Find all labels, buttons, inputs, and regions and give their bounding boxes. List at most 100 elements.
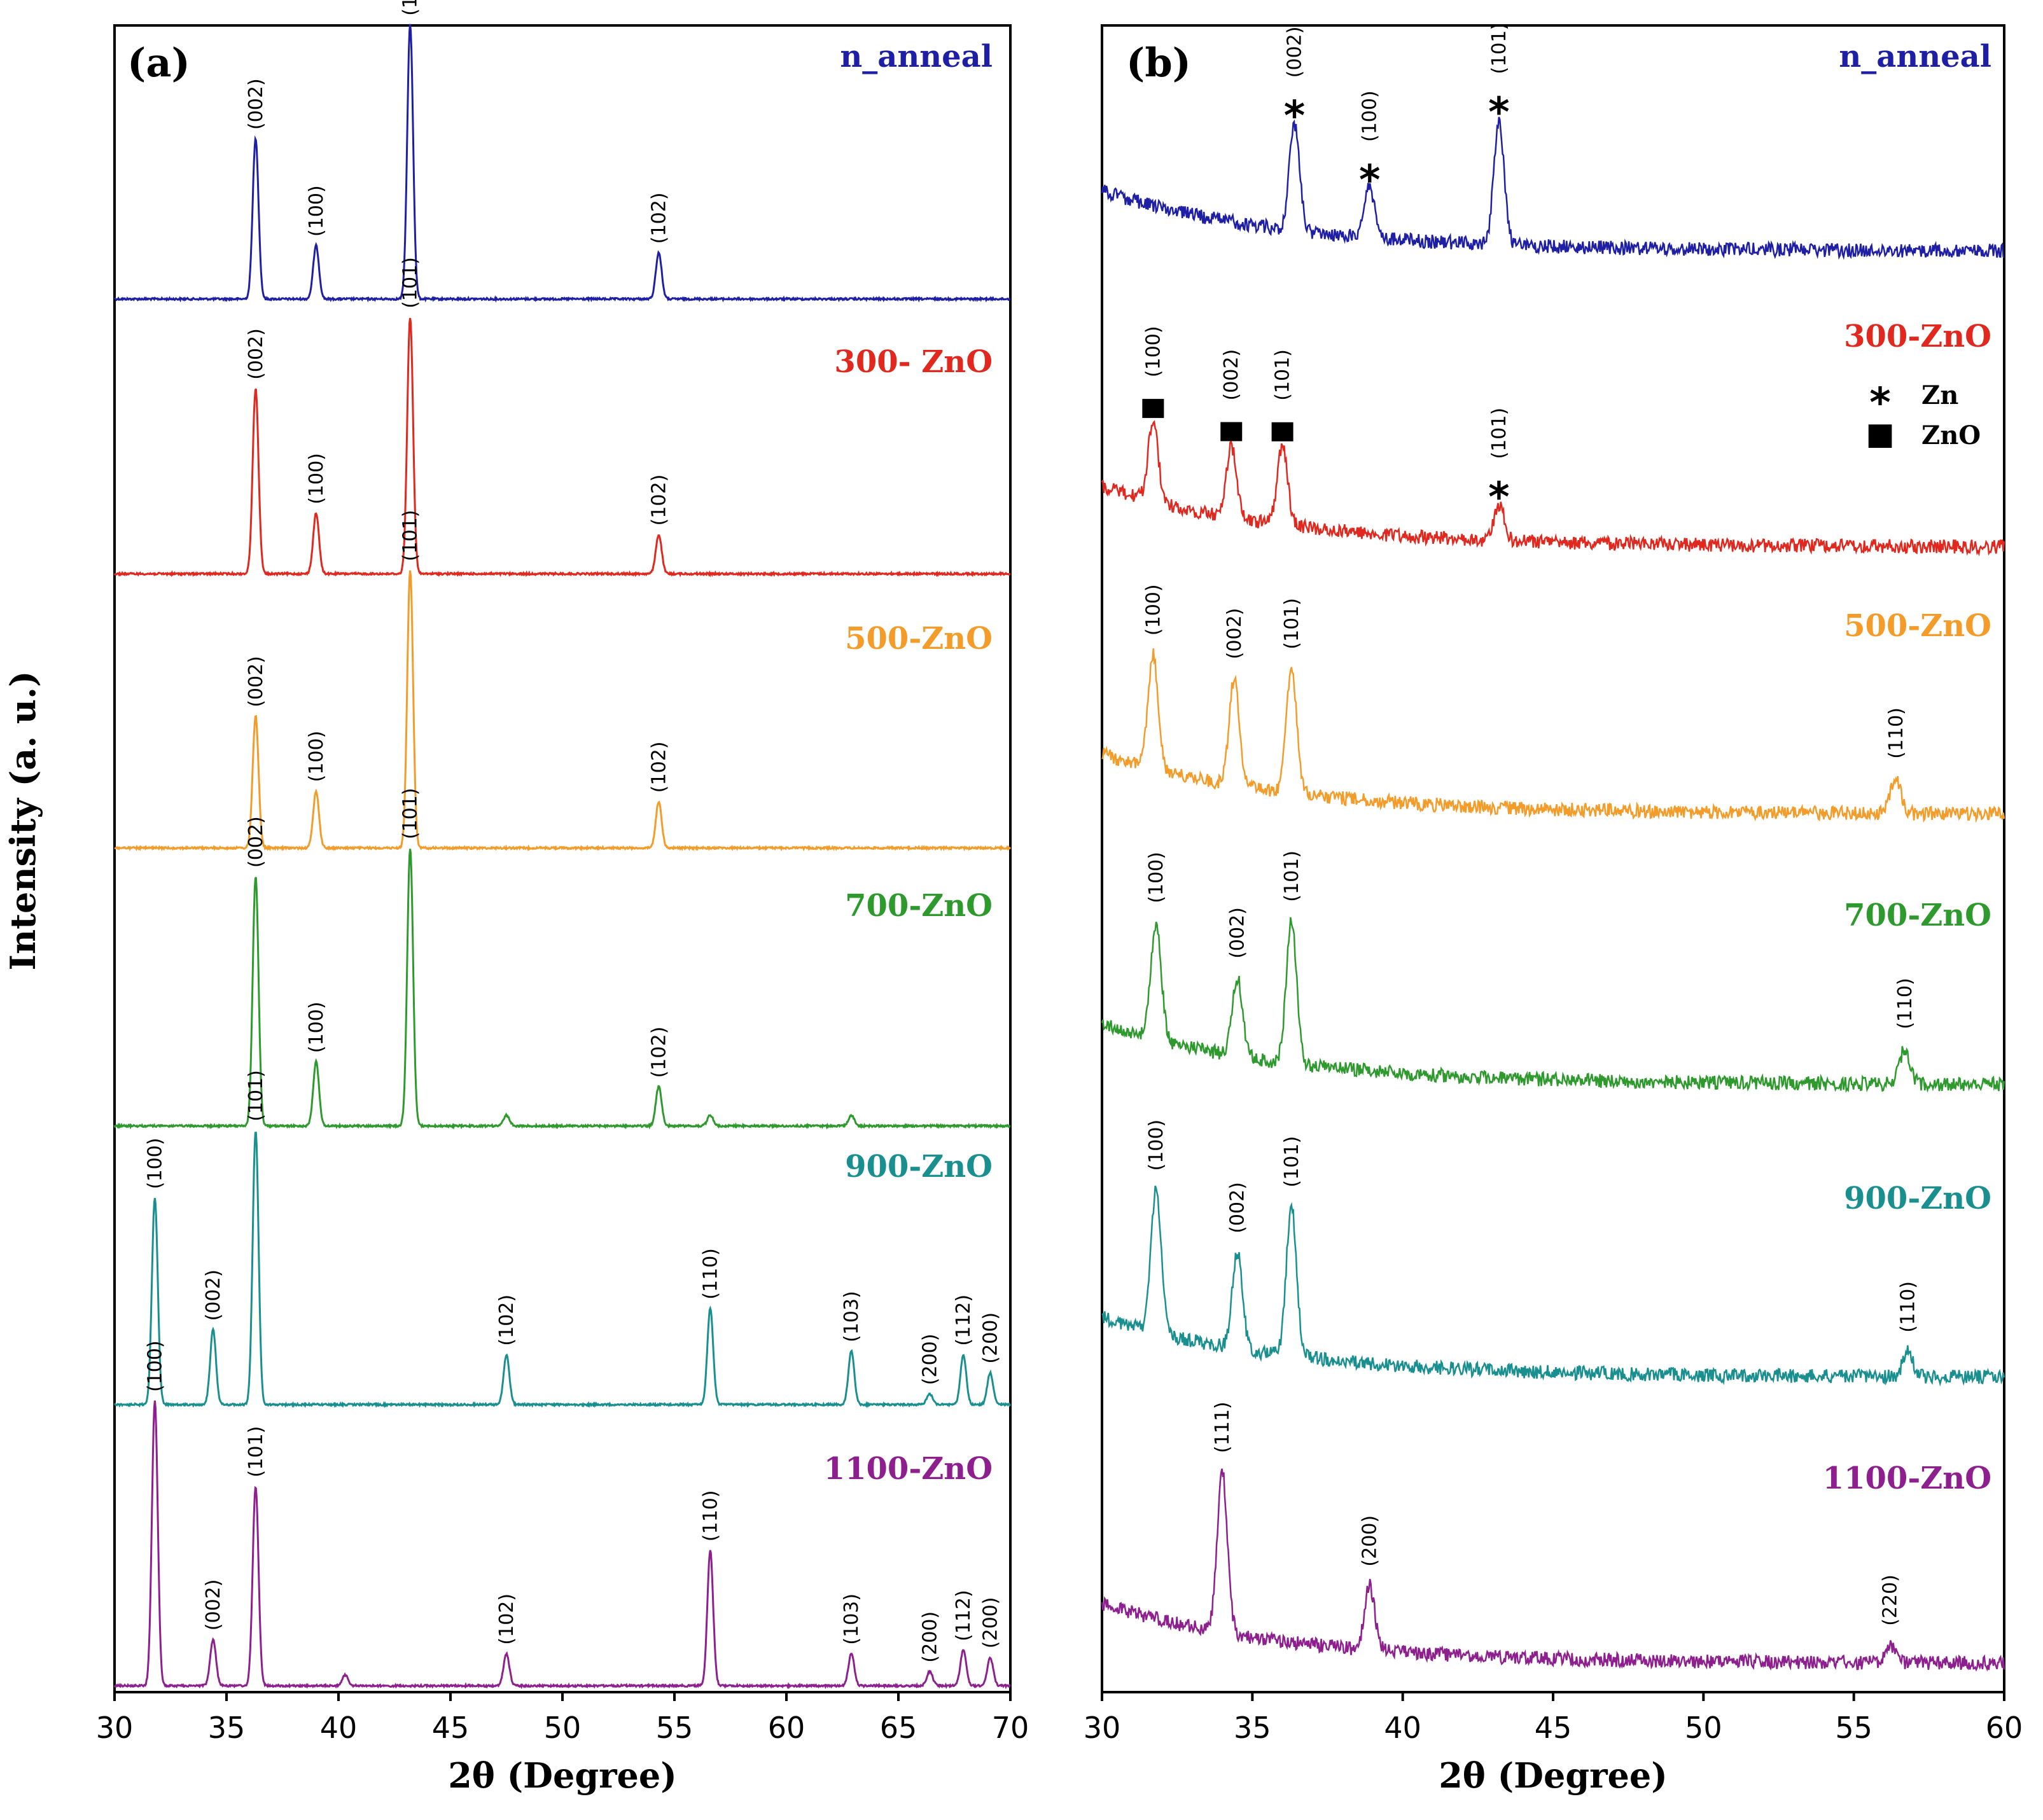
series-700-zno: 700-ZnO (002) (100) (101) (102): [113, 788, 1011, 1130]
legend-star-icon: *: [1869, 380, 1890, 427]
panel-a-x-ticks: 30 35 40 45 50 55 60 65 70: [96, 1692, 1029, 1745]
series-line: [1101, 1468, 2005, 1672]
series-line: [113, 317, 1011, 578]
peak-label: (100): [144, 1138, 166, 1190]
peak-label: (103): [840, 1594, 863, 1645]
zno-marker-icon: [1271, 422, 1293, 441]
x-tick-label: 35: [208, 1711, 246, 1745]
peak-label: (101): [1281, 851, 1303, 902]
series-label: 500-ZnO: [1844, 608, 1991, 644]
peak-label: (101): [245, 1070, 267, 1122]
peak-label: (100): [305, 731, 328, 782]
panel-a: (a) 30 35 40 45 50 55 60 65 70 n_anneal (002) (100…: [96, 0, 1029, 1796]
series-line: [1101, 917, 2005, 1094]
series-n_anneal: n_anneal (002) (100) (101) (102): [113, 0, 1010, 303]
series-line: [114, 570, 1012, 852]
x-tick-label: 45: [432, 1711, 470, 1745]
peak-label: (110): [699, 1490, 722, 1542]
peak-label: (111): [1211, 1401, 1234, 1453]
peak-label: (110): [1885, 707, 1907, 759]
panel-b: (b) 30 35 40 45 50 55 60 n_anneal * (002) * (100) *…: [1084, 23, 2023, 1796]
peak-label: (002): [245, 816, 267, 868]
peak-label: (002): [1224, 608, 1246, 660]
panel-b-label: (b): [1126, 39, 1191, 86]
zn-marker-icon: *: [1488, 89, 1509, 136]
series-n_anneal: n_anneal * (002) * (100) * (101): [1101, 23, 2005, 260]
series-line: [113, 1131, 1012, 1408]
series-label: n_anneal: [1839, 39, 1991, 74]
series-label: 300-ZnO: [1844, 319, 1991, 354]
peak-label: (002): [1220, 349, 1243, 401]
peak-label: (110): [1897, 1281, 1920, 1333]
x-tick-label: 70: [992, 1711, 1029, 1745]
peak-label: (112): [952, 1295, 975, 1346]
peak-label: (101): [400, 0, 422, 16]
peak-label: (100): [305, 1002, 328, 1053]
series-label: 900-ZnO: [845, 1149, 993, 1184]
x-tick-label: 50: [1685, 1711, 1722, 1745]
series-300-zno: 300- ZnO (002) (100) (101) (102): [113, 257, 1011, 578]
x-tick-label: 60: [1986, 1711, 2023, 1745]
series-label: 700-ZnO: [1844, 898, 1991, 933]
x-tick-label: 45: [1535, 1711, 1572, 1745]
peak-label: (100): [144, 1340, 166, 1392]
peak-label: (200): [979, 1597, 1001, 1649]
peak-label: (101): [1488, 408, 1510, 459]
zno-marker-icon: [1142, 399, 1164, 419]
series-label: 900-ZnO: [1844, 1181, 1991, 1216]
peak-label: (002): [1284, 27, 1306, 78]
series-300-zno: 300-ZnO (100) (002) (101) * (101): [1101, 319, 2005, 557]
panel-a-label: (a): [127, 39, 190, 86]
peak-label: (100): [1359, 90, 1381, 142]
series-900-zno: 900-ZnO (100) (002) (101) (110): [1101, 1120, 2005, 1387]
peak-label: (002): [245, 78, 267, 130]
peak-label: (100): [1142, 326, 1164, 377]
x-tick-label: 60: [768, 1711, 805, 1745]
series-900-zno: 900-ZnO (100) (002) (101) (102) (110) (103) (20…: [113, 1070, 1012, 1408]
panel-b-frame: [1101, 24, 2005, 1693]
peak-label: (002): [202, 1580, 225, 1631]
peak-label: (110): [699, 1248, 722, 1300]
series-500-zno: 500-ZnO (002) (100) (101) (102): [114, 510, 1012, 852]
peak-label: (112): [952, 1590, 975, 1641]
series-line: [1101, 648, 2005, 823]
peak-label: (102): [496, 1295, 518, 1346]
peak-label: (100): [1142, 584, 1164, 636]
peak-label: (002): [245, 656, 267, 707]
panel-b-x-ticks: 30 35 40 45 50 55 60: [1084, 1692, 2023, 1745]
series-1100-zno: 1100-ZnO (100) (002) (101) (102) (110) (103) (2…: [113, 1340, 1011, 1690]
peak-label: (002): [1227, 1182, 1249, 1233]
series-line: [1101, 1185, 2005, 1387]
peak-label: (100): [1145, 852, 1168, 903]
series-line: [1101, 420, 2005, 557]
peak-label: (200): [919, 1334, 941, 1386]
peak-label: (102): [648, 193, 670, 244]
x-tick-label: 55: [656, 1711, 694, 1745]
x-tick-label: 40: [320, 1711, 358, 1745]
series-700-zno: 700-ZnO (100) (002) (101) (110): [1101, 851, 2005, 1094]
peak-label: (100): [305, 453, 328, 504]
legend-zno-label: ZnO: [1921, 420, 1981, 450]
series-500-zno: 500-ZnO (100) (002) (101) (110): [1101, 584, 2005, 823]
x-tick-label: 50: [544, 1711, 582, 1745]
peak-label: (101): [1281, 1136, 1303, 1188]
peak-label: (101): [400, 510, 422, 562]
series-line: [113, 24, 1010, 303]
series-line: [1101, 116, 2005, 260]
series-line: [113, 1400, 1011, 1690]
peak-label: (102): [648, 742, 670, 793]
peak-label: (101): [400, 257, 422, 309]
x-tick-label: 65: [880, 1711, 917, 1745]
series-label: 500-ZnO: [845, 621, 993, 656]
peak-label: (002): [1227, 907, 1249, 959]
peak-label: (002): [202, 1270, 225, 1321]
panel-b-x-axis-title: 2θ (Degree): [1439, 1755, 1668, 1796]
series-label: 1100-ZnO: [824, 1451, 993, 1487]
zn-marker-icon: *: [1284, 93, 1305, 140]
peak-label: (102): [496, 1594, 518, 1645]
peak-label: (102): [648, 475, 670, 526]
x-tick-label: 35: [1234, 1711, 1271, 1745]
peak-label: (220): [1879, 1574, 1901, 1626]
series-label: 300- ZnO: [834, 344, 993, 380]
y-axis-title: Intensity (a. u.): [3, 671, 43, 971]
